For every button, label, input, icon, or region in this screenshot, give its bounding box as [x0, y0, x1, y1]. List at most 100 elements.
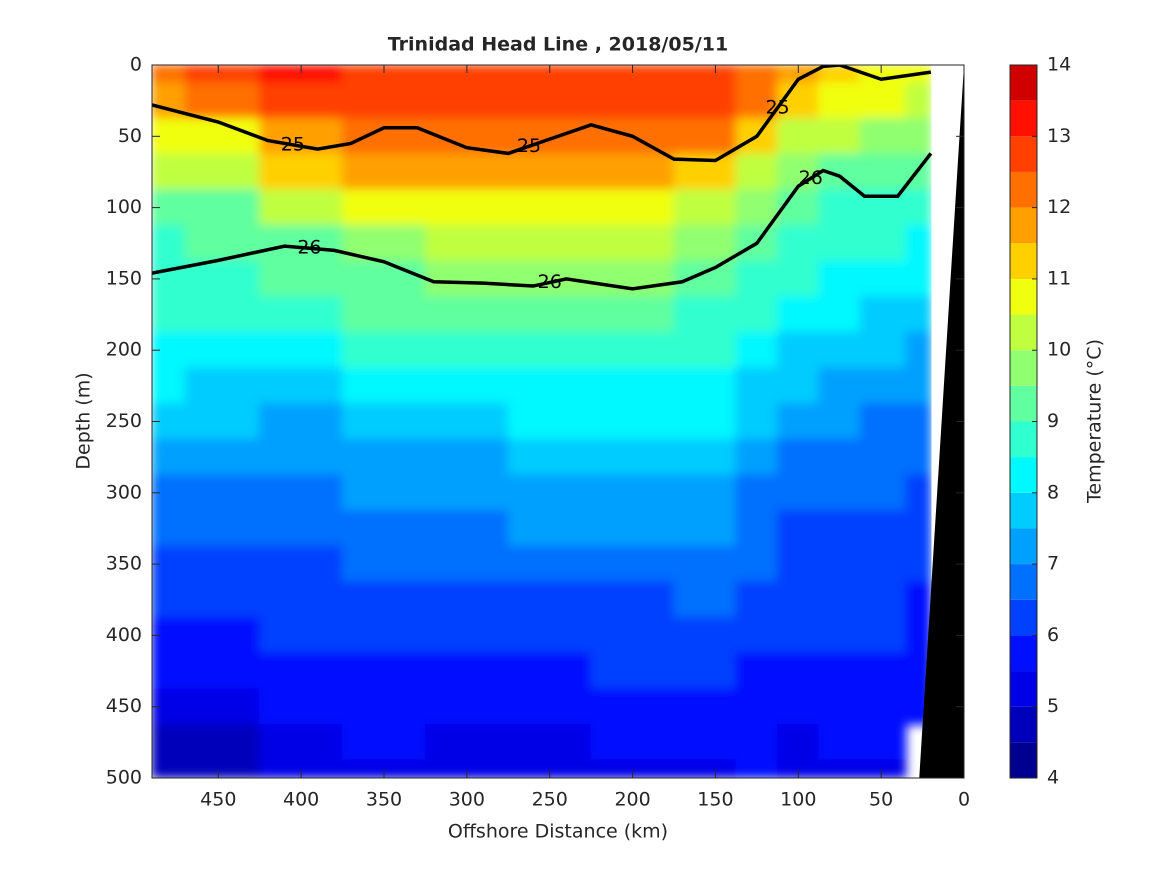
x-tick-label: 350: [366, 789, 402, 811]
temperature-cell: [184, 403, 261, 440]
temperature-cell: [507, 224, 592, 262]
colorbar-band: [1010, 243, 1037, 279]
field: [152, 65, 932, 778]
temperature-cell: [905, 260, 932, 298]
temperature-cell: [905, 224, 932, 262]
temperature-cell: [735, 438, 779, 476]
temperature-cell: [184, 189, 261, 226]
x-tick-label: 50: [869, 789, 893, 811]
temperature-cell: [259, 296, 344, 333]
temperature-cell: [735, 617, 779, 654]
temperature-cell: [735, 367, 779, 405]
temperature-cell: [590, 545, 675, 583]
temperature-cell: [184, 153, 261, 191]
temperature-cell: [184, 331, 261, 369]
temperature-cell: [673, 438, 737, 476]
temperature-cell: [342, 367, 426, 405]
temperature-cell: [259, 153, 344, 191]
temperature-cell: [859, 117, 907, 155]
temperature-cell: [424, 724, 509, 761]
temperature-cell: [342, 82, 426, 119]
temperature-cell: [507, 438, 592, 476]
temperature-cell: [735, 260, 779, 298]
temperature-cell: [777, 403, 820, 440]
temperature-cell: [735, 189, 779, 226]
temperature-cell: [905, 296, 932, 333]
temperature-cell: [735, 510, 779, 547]
temperature-cell: [859, 581, 907, 619]
colorbar-tick-label: 6: [1047, 624, 1059, 646]
temperature-cell: [777, 65, 820, 84]
temperature-cell: [673, 331, 737, 369]
temperature-cell: [818, 617, 861, 654]
temperature-cell: [259, 474, 344, 512]
temperature-cell: [777, 224, 820, 262]
temperature-cell: [424, 759, 509, 778]
temperature-cell: [777, 117, 820, 155]
contour-label: 25: [517, 135, 541, 157]
temperature-cell: [590, 189, 675, 226]
temperature-cell: [424, 688, 509, 726]
temperature-cell: [507, 153, 592, 191]
temperature-cell: [905, 82, 932, 119]
temperature-cell: [424, 296, 509, 333]
temperature-cell: [424, 82, 509, 119]
temperature-cell: [777, 296, 820, 333]
temperature-cell: [735, 296, 779, 333]
temperature-cell: [259, 581, 344, 619]
temperature-cell: [673, 65, 737, 84]
temperature-cell: [905, 617, 932, 654]
y-tick-label: 400: [106, 624, 142, 646]
temperature-cell: [152, 65, 186, 84]
temperature-cell: [342, 403, 426, 440]
temperature-cell: [424, 367, 509, 405]
temperature-cell: [859, 688, 907, 726]
temperature-cell: [859, 438, 907, 476]
temperature-cell: [590, 510, 675, 547]
temperature-cell: [424, 331, 509, 369]
temperature-cell: [590, 224, 675, 262]
temperature-cell: [673, 688, 737, 726]
temperature-cell: [342, 296, 426, 333]
cells: [152, 65, 932, 778]
temperature-cell: [673, 581, 737, 619]
temperature-cell: [777, 617, 820, 654]
temperature-cell: [184, 688, 261, 726]
temperature-cell: [184, 545, 261, 583]
temperature-cell: [152, 367, 186, 405]
temperature-cell: [777, 367, 820, 405]
temperature-cell: [342, 510, 426, 547]
temperature-cell: [152, 438, 186, 476]
temperature-cell: [905, 581, 932, 619]
temperature-cell: [590, 403, 675, 440]
colorbar-band: [1010, 742, 1037, 778]
colorbar-band: [1010, 100, 1037, 137]
temperature-cell: [259, 82, 344, 119]
colorbar-tick-label: 8: [1047, 481, 1059, 503]
temperature-cell: [184, 581, 261, 619]
colorbar-band: [1010, 528, 1037, 565]
temperature-cell: [777, 581, 820, 619]
temperature-cell: [735, 153, 779, 191]
temperature-cell: [424, 403, 509, 440]
colorbar-band: [1010, 492, 1037, 529]
temperature-cell: [424, 510, 509, 547]
temperature-cell: [259, 260, 344, 298]
temperature-cell: [818, 260, 861, 298]
colorbar-band: [1010, 171, 1037, 208]
temperature-cell: [507, 82, 592, 119]
colorbar-band: [1010, 65, 1037, 101]
temperature-cell: [184, 474, 261, 512]
temperature-cell: [507, 331, 592, 369]
temperature-cell: [259, 759, 344, 778]
temperature-cell: [777, 510, 820, 547]
temperature-cell: [259, 224, 344, 262]
temperature-cell: [859, 153, 907, 191]
temperature-cell: [152, 724, 186, 761]
temperature-cell: [507, 296, 592, 333]
colorbar-tick-label: 10: [1047, 339, 1071, 361]
temperature-cell: [818, 403, 861, 440]
colorbar-band: [1010, 314, 1037, 351]
temperature-cell: [259, 65, 344, 84]
temperature-cell: [777, 688, 820, 726]
